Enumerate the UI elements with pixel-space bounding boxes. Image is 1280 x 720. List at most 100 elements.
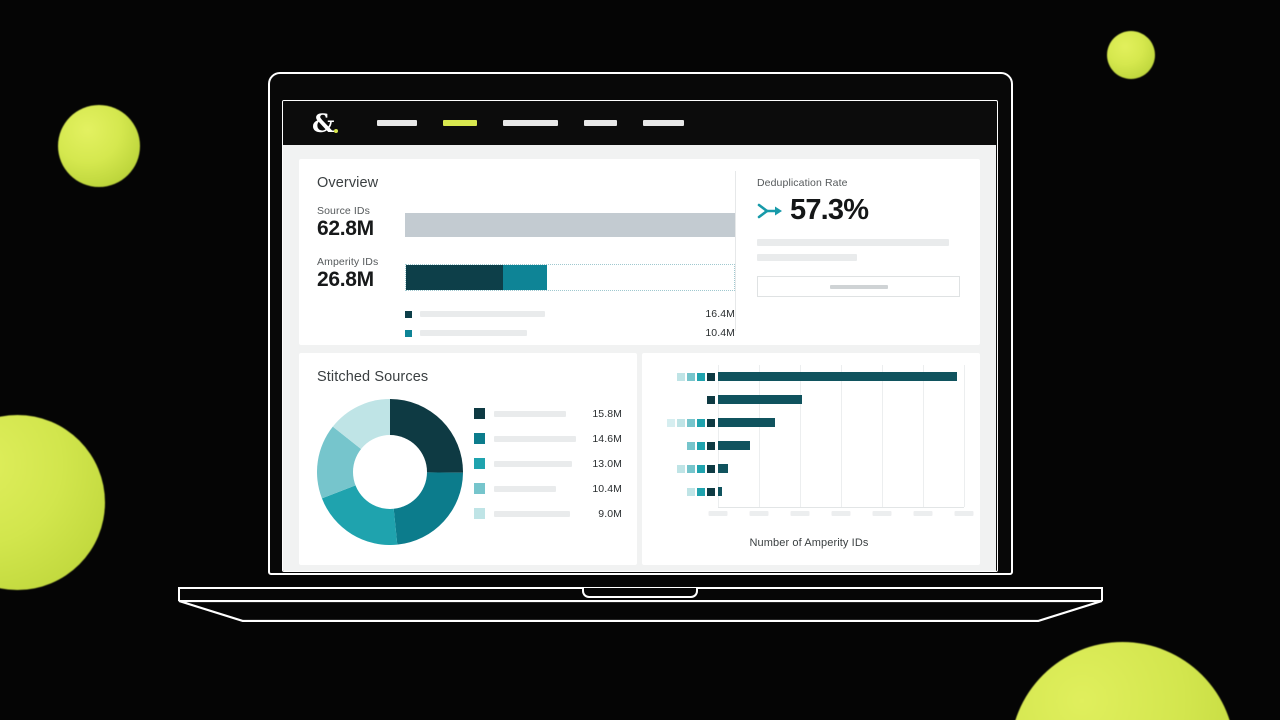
barchart-bar-track [718,480,964,503]
barchart-bar-track [718,457,964,480]
donut-legend-label-placeholder [494,435,576,442]
barchart-row[interactable] [656,388,966,411]
barchart-marker-square [697,418,705,427]
barchart-bar-track [718,434,964,457]
nav-item-label-placeholder [442,120,477,126]
barchart-tick-label-placeholder [790,511,810,516]
dedup-button-label-placeholder [829,284,888,289]
barchart-marker-square [667,418,675,427]
barchart-marker-square [707,464,715,473]
barchart-tick-label-placeholder [708,511,728,516]
donut-legend-label-placeholder [494,485,556,492]
barchart-marker-square [707,441,715,450]
barchart-marker-square [697,372,705,381]
dedup-panel: Deduplication Rate 57.3% [735,175,962,345]
laptop-notch [582,588,698,598]
barchart-marker-square [677,418,685,427]
nav-items [376,101,710,149]
dedup-text-placeholder-2 [757,254,857,261]
donut-legend-value: 15.8M [592,407,622,420]
barchart-tick-label-placeholder [913,511,933,516]
barchart-row-markers [656,395,718,404]
barchart-bar-track [718,365,964,388]
donut-legend-swatch [474,433,485,444]
nav-item-5[interactable] [642,101,684,145]
barchart-tick-label-placeholder [872,511,892,516]
dedup-value-row: 57.3% [757,196,962,225]
barchart-marker-square [687,418,695,427]
legend-label-placeholder [420,330,527,337]
app-logo-glyph: & [312,108,335,138]
overview-left: Overview Source IDs 62.8M [317,175,735,345]
sphere-left-icon [58,105,140,187]
nav-item-3[interactable] [502,101,558,145]
barchart-tick-label-placeholder [954,511,974,516]
barchart-row[interactable] [656,411,966,434]
barchart-x-axis [718,507,964,508]
barchart-marker-square [687,464,695,473]
nav-item-4[interactable] [583,101,617,145]
dedup-action-button[interactable] [757,276,960,297]
merge-arrow-icon [757,203,782,218]
barchart-marker-square [707,395,715,404]
app-logo-dot-icon [333,128,338,133]
nav-item-1[interactable] [376,101,417,145]
dedup-value: 57.3% [790,194,869,226]
amperity-bar-segment-1 [406,264,503,290]
barchart-x-axis-label: Number of Amperity IDs [749,537,869,549]
source-ids-value: 62.8M [317,217,374,240]
donut-legend-row: 9.0M [474,501,622,526]
barchart-row[interactable] [656,365,966,388]
barchart-bar [718,418,775,427]
app-logo[interactable]: & [312,108,338,138]
donut-legend-row: 13.0M [474,451,622,476]
barchart-x-ticks [708,511,974,519]
dedup-text-placeholder-1 [757,239,949,246]
nav-item-2[interactable] [442,101,477,149]
barchart-marker-square [697,441,705,450]
barchart-bar [718,372,957,381]
barchart-marker-square [697,464,705,473]
barchart-bar [718,464,729,473]
donut-legend-row: 14.6M [474,426,622,451]
donut-legend-swatch [474,483,485,494]
laptop-base-trapezoid [178,600,1103,622]
barchart-marker-square [687,441,695,450]
donut-legend-row: 10.4M [474,476,622,501]
barchart-bar [718,395,802,404]
metric-amperity-ids: Amperity IDs 26.8M [317,256,735,293]
barchart-row[interactable] [656,480,966,503]
dedup-description-placeholders [757,239,962,261]
donut-legend: 15.8M 14.6M 13.0M 10.4M 9.0M [474,401,622,526]
barchart-bar-track [718,411,964,434]
barchart-row-markers [656,464,718,473]
metric-source-ids: Source IDs 62.8M [317,205,735,242]
amperity-bar-segment-2 [502,264,548,290]
barchart-row-markers [656,441,718,450]
barchart-row[interactable] [656,434,966,457]
overview-card: Overview Source IDs 62.8M [299,159,980,345]
amperity-ids-bar [405,263,735,291]
donut-legend-value: 10.4M [592,482,622,495]
amperity-ids-value: 26.8M [317,267,374,291]
app-navbar: & [283,101,996,149]
barchart-row-markers [656,487,718,496]
barchart-row-markers [656,372,718,381]
donut-legend-swatch [474,508,485,519]
legend-value: 10.4M [705,327,735,340]
donut-legend-row: 15.8M [474,401,622,426]
legend-swatch [405,310,412,318]
overview-breakdown-row: 16.4M [405,305,735,324]
overview-divider [735,171,736,331]
stitched-sources-title: Stitched Sources [317,369,429,385]
legend-value: 16.4M [705,308,735,321]
nav-item-label-placeholder [642,120,684,126]
barchart-row[interactable] [656,457,966,480]
bottom-cards-row: Stitched Sources 15.8M 14.6M 13.0M 10.4M 9.0… [299,353,980,565]
barchart-marker-square [687,487,695,496]
stitched-sources-donut-chart[interactable] [317,399,463,545]
donut-legend-value: 13.0M [592,457,622,470]
donut-legend-swatch [474,408,485,419]
